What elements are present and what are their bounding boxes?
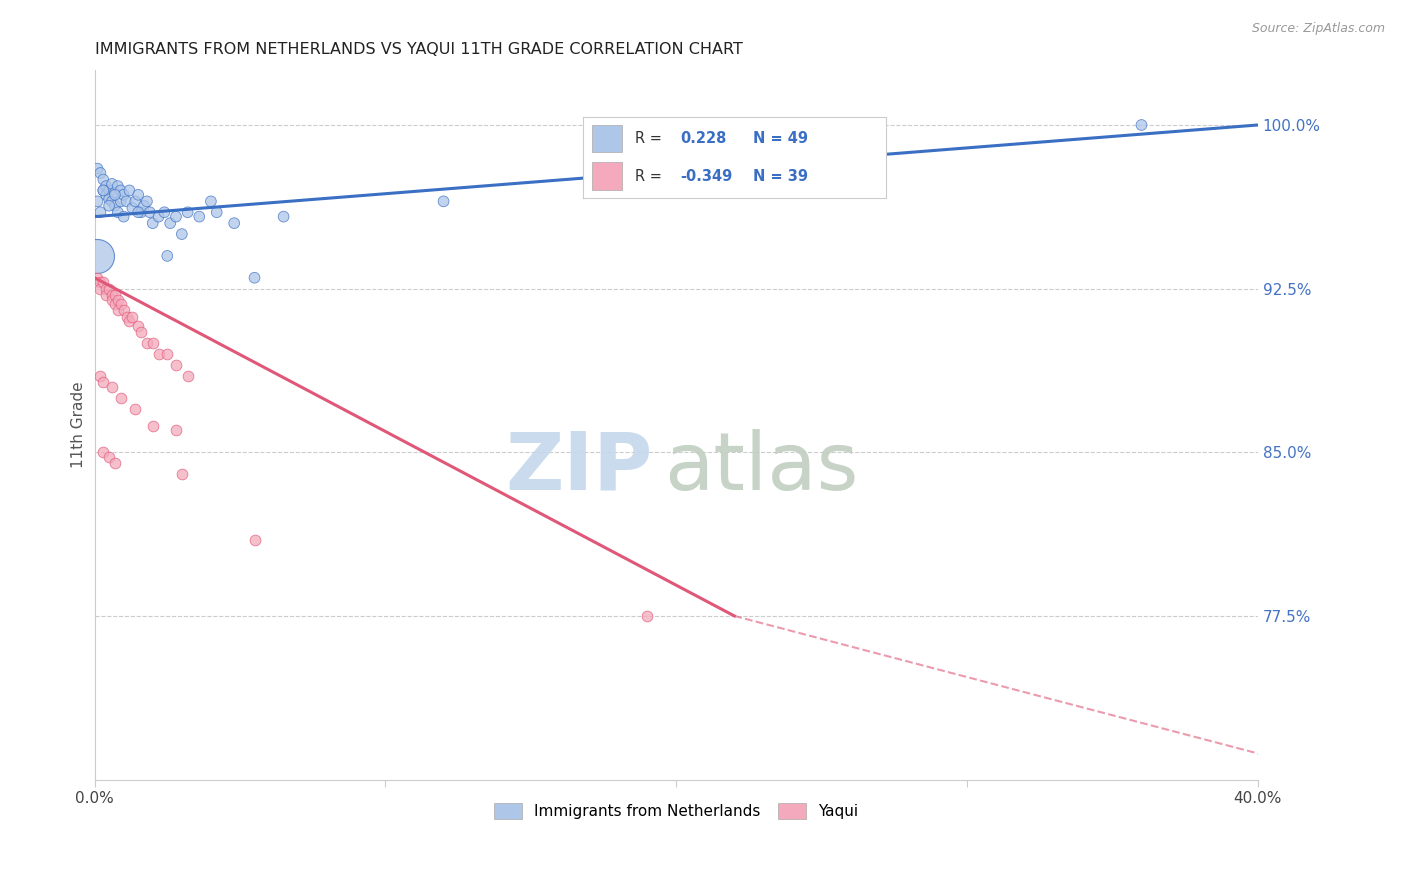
Point — [205, 205, 228, 219]
Point — [104, 288, 127, 302]
Point — [156, 347, 179, 361]
Point — [243, 270, 266, 285]
Point — [142, 216, 165, 230]
Point — [91, 183, 114, 197]
Point — [159, 216, 181, 230]
Point — [200, 194, 222, 209]
Point — [101, 288, 124, 302]
Point — [636, 609, 658, 624]
Point — [107, 205, 129, 219]
Point — [127, 187, 149, 202]
Point — [89, 368, 111, 383]
Point — [91, 183, 114, 197]
Point — [243, 533, 266, 547]
Text: atlas: atlas — [665, 428, 859, 507]
Point — [170, 227, 193, 241]
Point — [142, 336, 165, 351]
Point — [176, 205, 198, 219]
Point — [86, 194, 108, 209]
Point — [135, 336, 157, 351]
Point — [112, 187, 135, 202]
Point — [110, 391, 132, 405]
Point — [115, 310, 138, 324]
Point — [135, 194, 157, 209]
Point — [148, 210, 170, 224]
Point — [118, 183, 141, 197]
Point — [132, 199, 155, 213]
Point — [165, 358, 187, 372]
Point — [101, 380, 124, 394]
Point — [101, 177, 124, 191]
Point — [104, 186, 127, 200]
Point — [98, 450, 121, 464]
Text: ZIP: ZIP — [506, 428, 652, 507]
Point — [124, 194, 146, 209]
Point — [110, 183, 132, 197]
Point — [127, 205, 149, 219]
Point — [170, 467, 193, 482]
Point — [129, 205, 152, 219]
Point — [96, 282, 118, 296]
Y-axis label: 11th Grade: 11th Grade — [72, 382, 86, 468]
Point — [1130, 118, 1153, 132]
Legend: Immigrants from Netherlands, Yaqui: Immigrants from Netherlands, Yaqui — [488, 797, 865, 825]
Point — [142, 419, 165, 434]
Point — [89, 166, 111, 180]
Point — [121, 201, 143, 215]
Point — [156, 249, 179, 263]
Point — [91, 172, 114, 186]
Point — [153, 205, 176, 219]
Text: IMMIGRANTS FROM NETHERLANDS VS YAQUI 11TH GRADE CORRELATION CHART: IMMIGRANTS FROM NETHERLANDS VS YAQUI 11T… — [94, 42, 742, 57]
Point — [86, 249, 108, 263]
Point — [91, 275, 114, 289]
Point — [86, 270, 108, 285]
Point — [104, 456, 127, 470]
Point — [107, 293, 129, 307]
Point — [101, 293, 124, 307]
Point — [148, 347, 170, 361]
Point — [86, 161, 108, 176]
Point — [139, 205, 162, 219]
Point — [129, 326, 152, 340]
Point — [110, 297, 132, 311]
Point — [127, 318, 149, 333]
Point — [89, 205, 111, 219]
Point — [107, 303, 129, 318]
Point — [124, 401, 146, 416]
Point — [98, 192, 121, 206]
Point — [107, 179, 129, 194]
Point — [104, 187, 127, 202]
Point — [91, 445, 114, 459]
Point — [165, 210, 187, 224]
Point — [188, 210, 211, 224]
Point — [89, 282, 111, 296]
Point — [112, 210, 135, 224]
Point — [101, 194, 124, 209]
Point — [104, 199, 127, 213]
Point — [98, 199, 121, 213]
Point — [115, 194, 138, 209]
Text: Source: ZipAtlas.com: Source: ZipAtlas.com — [1251, 22, 1385, 36]
Point — [98, 183, 121, 197]
Point — [110, 194, 132, 209]
Point — [96, 179, 118, 194]
Point — [121, 310, 143, 324]
Point — [112, 303, 135, 318]
Point — [104, 297, 127, 311]
Point — [91, 376, 114, 390]
Point — [273, 210, 295, 224]
Point — [96, 288, 118, 302]
Point — [176, 368, 198, 383]
Point — [165, 424, 187, 438]
Point — [96, 187, 118, 202]
Point — [432, 194, 454, 209]
Point — [224, 216, 246, 230]
Point — [118, 314, 141, 328]
Point — [89, 275, 111, 289]
Point — [98, 282, 121, 296]
